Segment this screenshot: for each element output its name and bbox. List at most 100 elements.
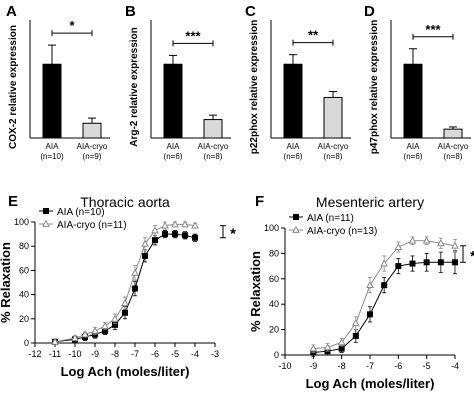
panel-e-ytick-label-2: 40 [19,290,29,300]
panel-b-category-label-1: AIA-cryo [198,142,229,151]
panel-b-bar-1 [203,119,223,139]
panel-f-legend-label-1: AIA-cryo (n=13) [307,226,377,237]
panel-f-ytick-label-0: 0 [274,350,279,360]
panel-e-series-aia-cryo-point-9 [151,226,159,234]
panel-e-ylabel: % Relaxation [0,242,13,323]
panel-e-xtick-label-6: -6 [151,349,159,359]
panel-b-category-n-0: (n=6) [164,152,183,161]
panel-f-series-aia-cryo-point-0 [309,344,318,352]
panel-e-series-aia-point-7 [132,285,138,292]
panel-c-bar-1 [323,96,343,139]
panel-d-category-n-0: (n=6) [404,152,423,161]
panel-f-series-aia-cryo-point-1 [323,343,332,351]
panel-f-series-aia-cryo-point-7 [408,236,417,244]
panel-b-letter: B [125,3,136,20]
panel-f-xtick-label-3: -7 [366,361,374,371]
panel-e-xtick-label-3: -9 [91,349,99,359]
panel-f-xtick-label-0: -10 [278,361,291,371]
panel-b-category-n-1: (n=8) [204,152,223,161]
panel-f-series-aia-cryo-point-8 [422,236,431,244]
panel-f-series-aia-cryo-point-2 [337,338,346,346]
panel-f-series-aia-point-8 [423,259,430,266]
panel-e-xtick-label-4: -8 [111,349,119,359]
panel-f-series-aia-point-4 [367,311,373,318]
panel-f-series-aia-point-10 [452,259,458,266]
panel-d-category-label-1: AIA-cryo [438,142,469,151]
panel-d-significance-label: *** [425,22,441,37]
panel-c-letter: C [245,3,256,20]
panel-e-ytick-label-0: 0 [24,338,29,348]
panel-e-xtick-label-1: -11 [49,349,61,359]
panel-e-series-aia-cryo-point-10 [161,221,169,229]
panel-e-series-aia-cryo-point-3 [91,326,99,334]
panel-d-category-n-1: (n=8) [444,152,463,161]
panel-a-category-n-0: (n=10) [40,152,64,161]
panel-e-xtick-label-9: -3 [211,349,219,359]
panel-b-ylabel: Arg-2 relative expression [129,27,140,147]
panel-f-xlabel: Log Ach (moles/liter) [306,376,435,391]
panel-e-series-aia-point-11 [172,231,178,238]
panel-d-category-label-0: AIA [407,142,421,151]
panel-e-series-aia-point-6 [122,309,128,316]
panel-a-category-label-1: AIA-cryo [77,142,108,151]
panel-c-category-label-1: AIA-cryo [318,142,349,151]
panel-e-xtick-label-0: -12 [28,349,41,359]
panel-e-ytick-label-5: 100 [14,217,29,227]
panel-a-category-label-0: AIA [46,142,60,151]
panel-e-series-aia-cryo-point-4 [101,321,109,329]
panel-f-xtick-label-2: -8 [338,361,346,371]
panel-f-xtick-label-1: -9 [309,361,317,371]
panel-f-significance-label: * [470,248,474,265]
panel-f-series-aia-cryo-point-6 [394,242,403,250]
panel-f-xtick-label-4: -6 [394,361,402,371]
panel-f-series-aia-point-7 [409,260,416,267]
panel-c-significance-label: ** [308,28,319,43]
panel-f-ytick-label-3: 60 [269,274,279,284]
panel-f-xtick-label-5: -5 [423,361,431,371]
panel-a-ylabel: COX-2 relative expression [8,25,19,149]
panel-f-series-aia-cryo-point-4 [366,280,374,289]
panel-f-title: Mesenteric artery [316,194,424,210]
panel-c-category-n-0: (n=6) [284,152,303,161]
panel-e-legend-marker-1 [42,219,50,227]
panel-a-significance-label: * [69,18,75,33]
panel-e-series-aia-point-9 [152,237,158,244]
panel-f-ytick-label-2: 40 [269,299,279,309]
panel-f-series-aia-point-6 [395,263,402,270]
panel-e-series-aia-cryo-point-8 [141,239,149,247]
panel-f-series-aia-point-9 [437,259,444,266]
panel-c-category-n-1: (n=8) [324,152,343,161]
panel-e-series-aia-cryo-point-7 [131,268,139,276]
panel-e-xtick-label-2: -10 [68,349,81,359]
panel-e-series-aia-cryo-point-2 [81,330,89,338]
panel-e-letter: E [8,193,18,210]
panel-e-series-aia-cryo-point-0 [51,337,59,345]
panel-f-legend-marker-0 [293,214,299,220]
panel-e-legend-label-0: AIA (n=10) [57,207,105,218]
panel-b-bar-0 [163,63,183,139]
panel-e-title: Thoracic aorta [80,194,170,210]
panel-f-ytick-label-1: 20 [269,325,279,335]
panel-c-bar-0 [283,63,303,139]
panel-c-category-label-0: AIA [287,142,301,151]
panel-f-series-aia-cryo-point-10 [451,241,459,249]
panel-a-category-n-1: (n=9) [83,152,102,161]
panel-f-xtick-label-6: -4 [451,361,459,371]
panel-a-bar-0 [42,63,62,139]
panel-f-series-aia-cryo-point-9 [436,238,445,247]
panel-f-series-aia-cryo-point-5 [380,259,389,267]
panel-e-ytick-label-1: 20 [19,314,29,324]
panel-e-legend-label-1: AIA-cryo (n=11) [57,220,127,231]
panel-a-letter: A [6,3,17,20]
panel-e-series-aia-line [54,233,196,343]
panel-f-ytick-label-5: 100 [264,223,279,233]
panel-b-significance-label: *** [185,28,201,43]
panel-e-xtick-label-7: -5 [171,349,179,359]
panel-f-series-aia-point-3 [352,332,359,339]
panel-e-ytick-label-3: 60 [19,265,29,275]
panel-f-legend-label-0: AIA (n=11) [307,213,354,224]
panel-e-series-aia-cryo-line [54,223,196,343]
panel-e-series-aia-point-12 [182,232,188,239]
panel-f-letter: F [255,193,264,210]
